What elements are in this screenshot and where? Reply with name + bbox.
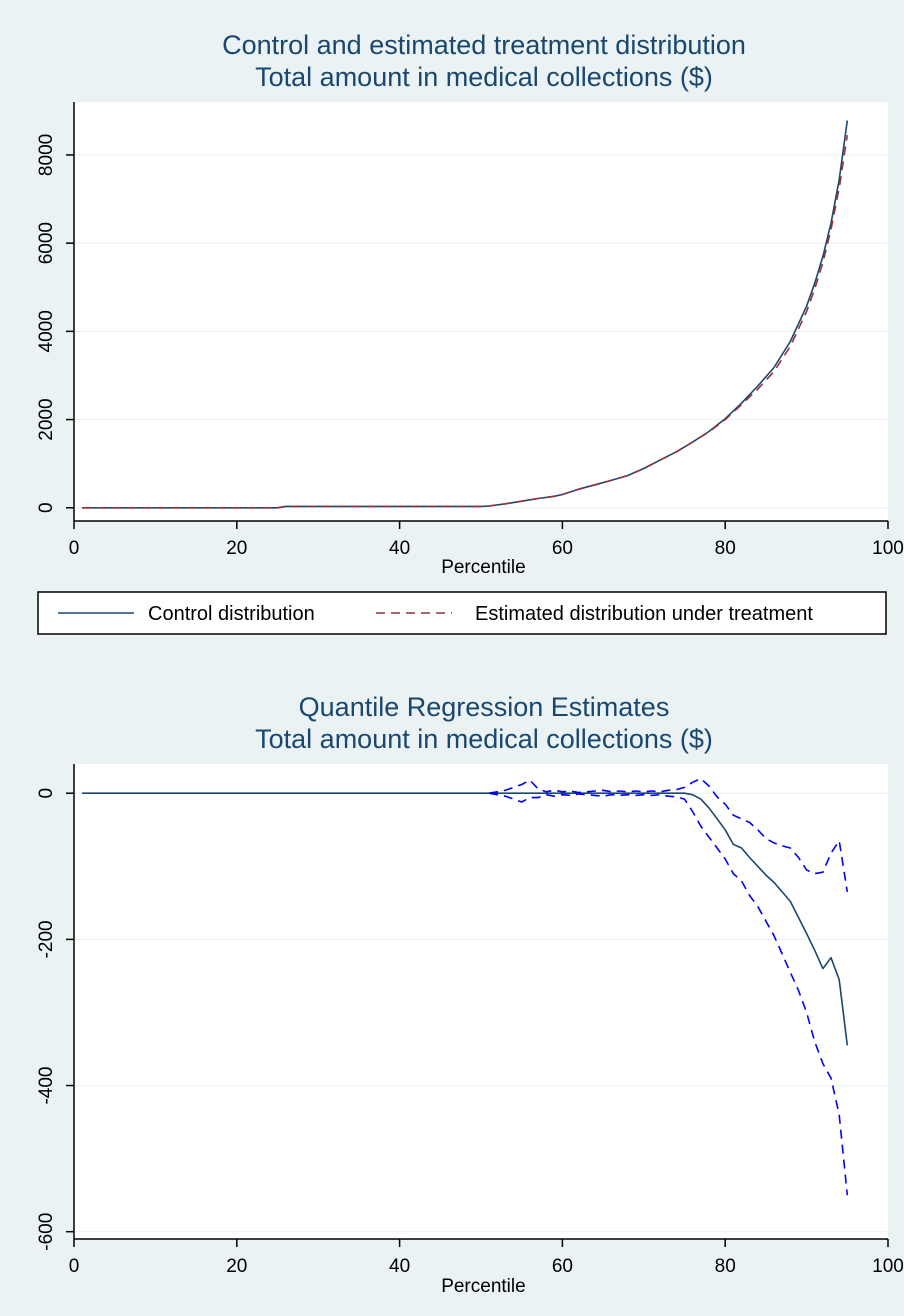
x-tick-label: 20 xyxy=(226,1256,247,1277)
series-line-3 xyxy=(488,792,849,1196)
x-tick-label: 0 xyxy=(69,538,80,559)
series-line-2 xyxy=(82,134,849,509)
y-tick-label: 8000 xyxy=(36,134,57,176)
legend-label: Control distribution xyxy=(148,603,315,625)
y-tick-label: 4000 xyxy=(36,310,57,352)
legend-label: Estimated distribution under treatment xyxy=(475,603,813,625)
x-tick-label: 0 xyxy=(69,1256,80,1277)
y-tick-label: 6000 xyxy=(36,222,57,264)
plot-area xyxy=(74,764,888,1239)
series-line-1 xyxy=(82,792,849,1046)
y-tick-label: -400 xyxy=(36,1067,57,1105)
x-tick-label: 40 xyxy=(389,1256,410,1277)
chart-title: Quantile Regression Estimates xyxy=(299,692,670,722)
x-tick-label: 40 xyxy=(389,538,410,559)
chart-title: Control and estimated treatment distribu… xyxy=(222,30,746,60)
chart-subtitle: Total amount in medical collections ($) xyxy=(255,724,713,754)
x-tick-label: 20 xyxy=(226,538,247,559)
y-tick-label: 2000 xyxy=(36,398,57,440)
x-tick-label: 80 xyxy=(715,1256,736,1277)
y-tick-label: -600 xyxy=(36,1213,57,1251)
legend-box xyxy=(37,591,887,635)
legend: Control distribution Estimated distributi… xyxy=(37,591,887,635)
x-tick-label: 80 xyxy=(715,538,736,559)
series-line-2 xyxy=(488,777,849,893)
x-tick-label: 60 xyxy=(552,538,573,559)
y-tick-label: -200 xyxy=(36,920,57,958)
x-axis-title: Percentile xyxy=(441,557,526,578)
x-tick-label: 60 xyxy=(552,1256,573,1277)
chart-subtitle: Total amount in medical collections ($) xyxy=(255,62,713,92)
x-axis-title: Percentile xyxy=(441,1276,526,1297)
y-tick-label: 0 xyxy=(36,502,57,513)
x-tick-label: 100 xyxy=(872,538,904,559)
plot-area xyxy=(74,102,888,521)
chart-1: Control and estimated treatment distribu… xyxy=(36,30,904,635)
y-tick-label: 0 xyxy=(36,788,57,799)
x-tick-label: 100 xyxy=(872,1256,904,1277)
